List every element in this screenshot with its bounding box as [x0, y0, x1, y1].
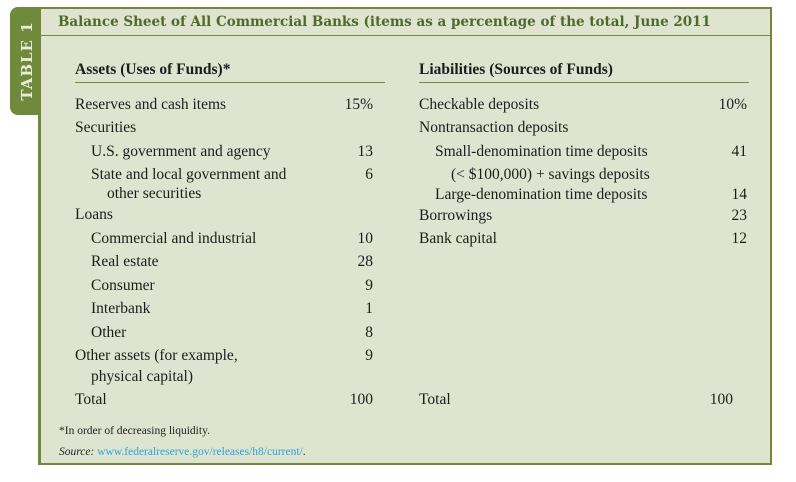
- row-label: Borrowings: [419, 207, 493, 224]
- liabilities-total-value: 100: [709, 391, 733, 408]
- row-label: Nontransaction deposits: [419, 119, 569, 136]
- row-label: Securities: [75, 119, 137, 136]
- table-label: TABLE 1: [18, 21, 36, 101]
- row-value: 41: [731, 143, 748, 160]
- row-label: Bank capital: [419, 230, 497, 247]
- row-label: Real estate: [91, 253, 159, 270]
- row-label: other securities: [107, 185, 202, 202]
- assets-header-rule: [75, 82, 385, 83]
- row-value: 9: [365, 277, 373, 294]
- row-label: Other: [91, 324, 127, 341]
- liabilities-total-label: Total: [419, 391, 451, 408]
- row-label: U.S. government and agency: [91, 143, 271, 160]
- liabilities-header: Liabilities (Sources of Funds): [419, 61, 613, 78]
- row-value: 9: [365, 347, 373, 364]
- row-value: 13: [357, 143, 374, 160]
- row-label: State and local government and: [91, 166, 287, 183]
- footnote: *In order of decreasing liquidity.: [59, 425, 210, 437]
- row-value: 6: [365, 166, 373, 183]
- row-label: physical capital): [91, 368, 193, 385]
- source-link[interactable]: www.federalreserve.gov/releases/h8/curre…: [97, 446, 303, 458]
- row-label: Other assets (for example,: [75, 347, 238, 364]
- row-value: 8: [365, 324, 373, 341]
- row-label: Checkable deposits: [419, 96, 540, 113]
- liabilities-header-rule: [419, 82, 749, 83]
- row-value: 10%: [718, 96, 747, 113]
- title-divider: [41, 35, 770, 36]
- balance-sheet-table: Balance Sheet of All Commercial Banks (i…: [38, 7, 772, 465]
- assets-header: Assets (Uses of Funds)*: [75, 61, 231, 78]
- row-value: 23: [731, 207, 748, 224]
- row-label: Loans: [75, 206, 113, 223]
- source-end: .: [302, 446, 306, 458]
- source-line: Source: www.federalreserve.gov/releases/…: [59, 446, 306, 458]
- row-value: 10: [357, 230, 374, 247]
- row-label: Large-denomination time deposits: [435, 186, 648, 203]
- row-label: Interbank: [91, 300, 151, 317]
- row-value: 28: [357, 253, 374, 270]
- row-value: 1: [365, 300, 373, 317]
- source-label: Source:: [59, 446, 95, 458]
- table-title: Balance Sheet of All Commercial Banks (i…: [58, 14, 711, 30]
- row-label: Reserves and cash items: [75, 96, 227, 113]
- row-label: Consumer: [91, 277, 155, 294]
- row-label: Commercial and industrial: [91, 230, 257, 247]
- row-value: 12: [731, 230, 748, 247]
- row-label: Small-denomination time deposits: [435, 143, 648, 160]
- row-label: (< $100,000) + savings deposits: [451, 166, 650, 183]
- assets-total-label: Total: [75, 391, 107, 408]
- row-value: 15%: [344, 96, 373, 113]
- row-value: 14: [731, 186, 748, 203]
- assets-total-value: 100: [349, 391, 373, 408]
